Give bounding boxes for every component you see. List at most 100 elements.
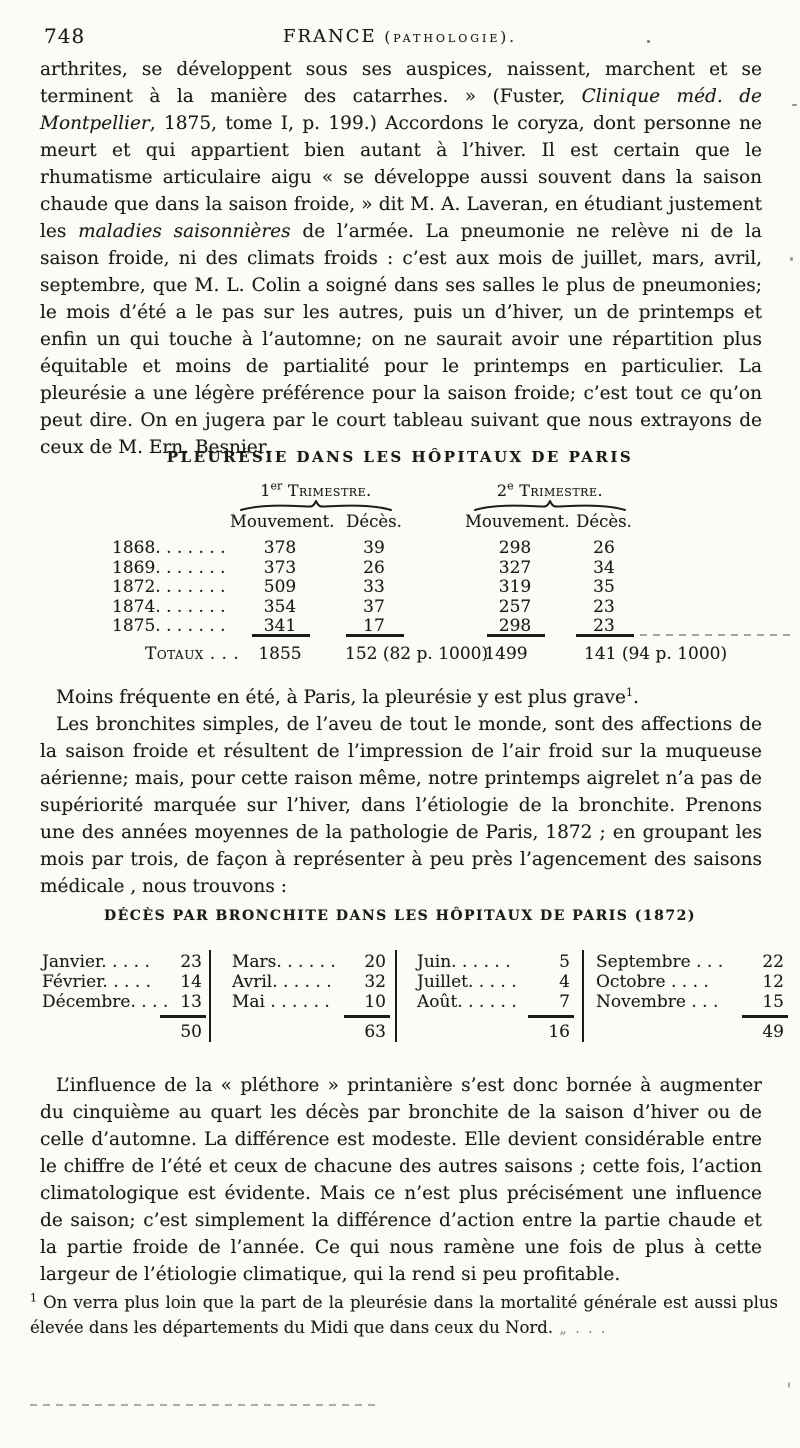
month-cell: Juin. . . . . . — [417, 952, 511, 972]
value-cell: 20 — [364, 952, 386, 972]
value-cell: 5 — [559, 952, 570, 972]
group1-sup: er — [270, 479, 283, 493]
month-cell: Août. . . . . . — [417, 992, 517, 1012]
group-total-rule — [160, 1015, 206, 1018]
group-header-trimestre-2: 2e Trimestre. — [470, 481, 630, 500]
bronchites-paragraph: Les bronchites simples, de l’aveu de tou… — [40, 711, 762, 900]
year-cell: 1872. . . . . . . — [112, 577, 226, 597]
month-cell: Juillet. . . . . — [417, 972, 517, 992]
value-cell: 34 — [593, 557, 615, 578]
value-cell: 35 — [593, 577, 615, 597]
value-cell: 26 — [593, 538, 615, 558]
scan-smudge-line — [30, 1404, 380, 1406]
footnote: 1 On verra plus loin que la part de la p… — [30, 1290, 778, 1342]
year-cell: 1868. . . . . . . — [112, 538, 226, 558]
month-cell: Janvier. . . . . — [42, 952, 150, 972]
group-total-rule — [344, 1015, 390, 1018]
ink-speck — [790, 257, 793, 261]
grave-paragraph: Moins fréquente en été, à Paris, la pleu… — [40, 684, 762, 711]
value-cell: 23 — [593, 616, 615, 636]
table-row-1869: 1869. . . . . . . 373 26 327 34 — [0, 558, 800, 578]
group-total: 63 — [364, 1022, 386, 1042]
value-cell: 39 — [363, 538, 385, 558]
value-cell: 32 — [364, 972, 386, 992]
value-cell: 298 — [498, 616, 532, 636]
col-header-deces-1: Décès. — [346, 512, 402, 531]
value-cell: 7 — [559, 992, 570, 1012]
month-cell: Février. . . . . — [42, 972, 152, 992]
table-row-1872: 1872. . . . . . . 509 33 319 35 — [0, 577, 800, 597]
value-cell: 26 — [363, 557, 385, 578]
value-cell: 373 — [263, 557, 297, 578]
month-cell: Mai . . . . . . — [232, 992, 330, 1012]
totals-rule — [576, 634, 634, 637]
bronchites-text: Les bronchites simples, de l’aveu de tou… — [40, 714, 762, 897]
footnote-marker: 1 — [30, 1291, 37, 1305]
footnote-text: On verra plus loin que la part de la ple… — [30, 1293, 778, 1337]
totals-rule — [487, 634, 545, 637]
value-cell: 378 — [263, 538, 297, 558]
scan-smudge-line — [640, 634, 792, 636]
group-total-rule — [742, 1015, 788, 1018]
intro-seg: , 1875, tome I, p. 199.) Accordons le co… — [40, 113, 762, 242]
ink-speck — [792, 104, 797, 106]
grave-period: . — [632, 687, 639, 708]
group-total: 49 — [762, 1022, 784, 1042]
col-header-mouvement-2: Mouvement. — [465, 512, 570, 531]
col-header-deces-2: Décès. — [576, 512, 632, 531]
table-row-1868: 1868. . . . . . . 378 39 298 26 — [0, 538, 800, 558]
brace-icon — [474, 500, 626, 511]
page-number: 748 — [44, 24, 86, 48]
influence-paragraph: L’influence de la « pléthore » printaniè… — [40, 1072, 762, 1288]
intro-seg: de l’armée. La pneumonie ne relève ni de… — [40, 221, 763, 458]
footnote-ref: 1 — [625, 685, 633, 699]
pleuresie-table: PLEURÉSIE DANS LES HÔPITAUX DE PARIS 1er… — [0, 448, 800, 673]
value-cell: 13 — [180, 992, 202, 1012]
group1-num: 1 — [260, 481, 271, 500]
year-cell: 1874. . . . . . . — [112, 596, 226, 617]
intro-seg: arthrites, se développent sous ses auspi… — [40, 59, 762, 107]
column-divider — [209, 950, 211, 1042]
bronchite-table: DÉCÈS PAR BRONCHITE DANS LES HÔPITAUX DE… — [0, 908, 800, 1053]
value-cell: 327 — [498, 557, 532, 578]
totals-row: Totaux . . . 1855 152 (82 p. 1000) 1499 … — [0, 644, 800, 664]
value-cell: 509 — [263, 577, 297, 597]
ink-speck — [788, 1382, 790, 1388]
value-cell: 257 — [498, 596, 532, 617]
year-cell: 1875. . . . . . . — [112, 616, 226, 636]
table-row-1875: 1875. . . . . . . 341 17 298 23 — [0, 616, 800, 636]
group1-rest: Trimestre. — [282, 481, 372, 500]
value-cell: 37 — [363, 596, 385, 617]
influence-text: L’influence de la « pléthore » printaniè… — [40, 1075, 762, 1285]
value-cell: 33 — [363, 577, 385, 597]
group-total: 50 — [180, 1022, 202, 1042]
bronchite-table-title: DÉCÈS PAR BRONCHITE DANS LES HÔPITAUX DE… — [103, 908, 696, 924]
ink-speck — [647, 40, 650, 43]
column-divider — [395, 950, 397, 1042]
value-cell: 14 — [180, 972, 202, 992]
month-cell: Avril. . . . . . — [232, 972, 332, 992]
running-title-text: FRANCE — [282, 26, 377, 47]
group-total: 16 — [548, 1022, 570, 1042]
group-total-rule — [528, 1015, 574, 1018]
intro-citation-italic: Clinique méd. de Montpellier — [40, 86, 762, 134]
group-header-trimestre-1: 1er Trimestre. — [236, 481, 396, 500]
table-row-1874: 1874. . . . . . . 354 37 257 23 — [0, 597, 800, 617]
value-cell: 354 — [263, 596, 297, 617]
column-divider — [582, 950, 584, 1042]
totals-rule — [252, 634, 310, 637]
totals-label: Totaux . . . — [145, 644, 240, 664]
intro-italic-term: maladies saisonnières — [78, 221, 291, 242]
pleuresie-table-title: PLEURÉSIE DANS LES HÔPITAUX DE PARIS — [166, 448, 634, 466]
value-cell: 12 — [762, 972, 784, 992]
col-header-mouvement-1: Mouvement. — [230, 512, 335, 531]
value-cell: 23 — [593, 596, 615, 617]
value-cell: 4 — [559, 972, 570, 992]
total-value-cell: 141 (94 p. 1000) — [584, 644, 728, 664]
totals-rule — [346, 634, 404, 637]
month-cell: Mars. . . . . . — [232, 952, 336, 972]
running-title: FRANCE (pathologie). — [0, 26, 800, 47]
month-cell: Novembre . . . — [596, 992, 719, 1012]
value-cell: 341 — [263, 616, 297, 636]
total-value-cell: 1855 — [258, 644, 302, 664]
